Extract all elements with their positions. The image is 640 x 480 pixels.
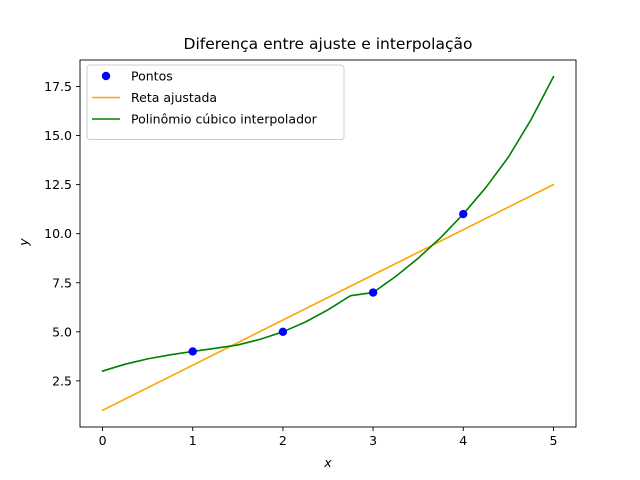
axes: 0 1 2 3 4 5 2.5 5.0 7.5 10.0 12.5 15.0 17.5 bbox=[44, 59, 577, 448]
data-point bbox=[188, 347, 197, 356]
data-point bbox=[368, 288, 378, 297]
y-axis-label: y bbox=[16, 238, 31, 247]
x-tick-label: 3 bbox=[369, 433, 377, 448]
legend-box bbox=[86, 64, 345, 140]
chart-title: Diferença entre ajuste e interpolação bbox=[184, 35, 473, 53]
series-line-reta-ajustada bbox=[101, 183, 555, 412]
series-line-polinomio-cubico-interpolador bbox=[101, 75, 555, 373]
x-tick-label: 4 bbox=[459, 433, 467, 448]
legend: Pontos Reta ajustada Polinômio cúbico inte… bbox=[86, 64, 345, 140]
data-point bbox=[278, 327, 288, 337]
plot-area bbox=[101, 75, 555, 412]
y-tick-label: 7.5 bbox=[52, 275, 72, 290]
legend-entry-polinomio-cubico-interpolador: Polinômio cúbico interpolador bbox=[92, 112, 318, 127]
x-tick-label: 0 bbox=[99, 433, 107, 448]
x-tick-label: 2 bbox=[279, 433, 287, 448]
legend-label: Reta ajustada bbox=[131, 90, 217, 105]
legend-entry-pontos: Pontos bbox=[101, 69, 173, 84]
y-tick-label: 2.5 bbox=[52, 373, 72, 388]
y-tick-label: 5.0 bbox=[52, 324, 72, 339]
y-tick-label: 12.5 bbox=[44, 177, 72, 192]
series-group bbox=[101, 75, 555, 412]
y-tick-label: 10.0 bbox=[44, 226, 72, 241]
legend-label: Polinômio cúbico interpolador bbox=[131, 112, 318, 127]
legend-entry-reta-ajustada: Reta ajustada bbox=[92, 90, 217, 105]
x-tick-label: 1 bbox=[189, 433, 197, 448]
legend-marker bbox=[101, 71, 111, 81]
data-point bbox=[459, 209, 468, 219]
axes-frame bbox=[79, 59, 577, 428]
legend-label: Pontos bbox=[131, 69, 173, 84]
x-axis-label: x bbox=[323, 455, 332, 470]
y-tick-label: 17.5 bbox=[44, 79, 72, 94]
x-tick-label: 5 bbox=[549, 433, 557, 448]
y-tick-label: 15.0 bbox=[44, 128, 72, 143]
